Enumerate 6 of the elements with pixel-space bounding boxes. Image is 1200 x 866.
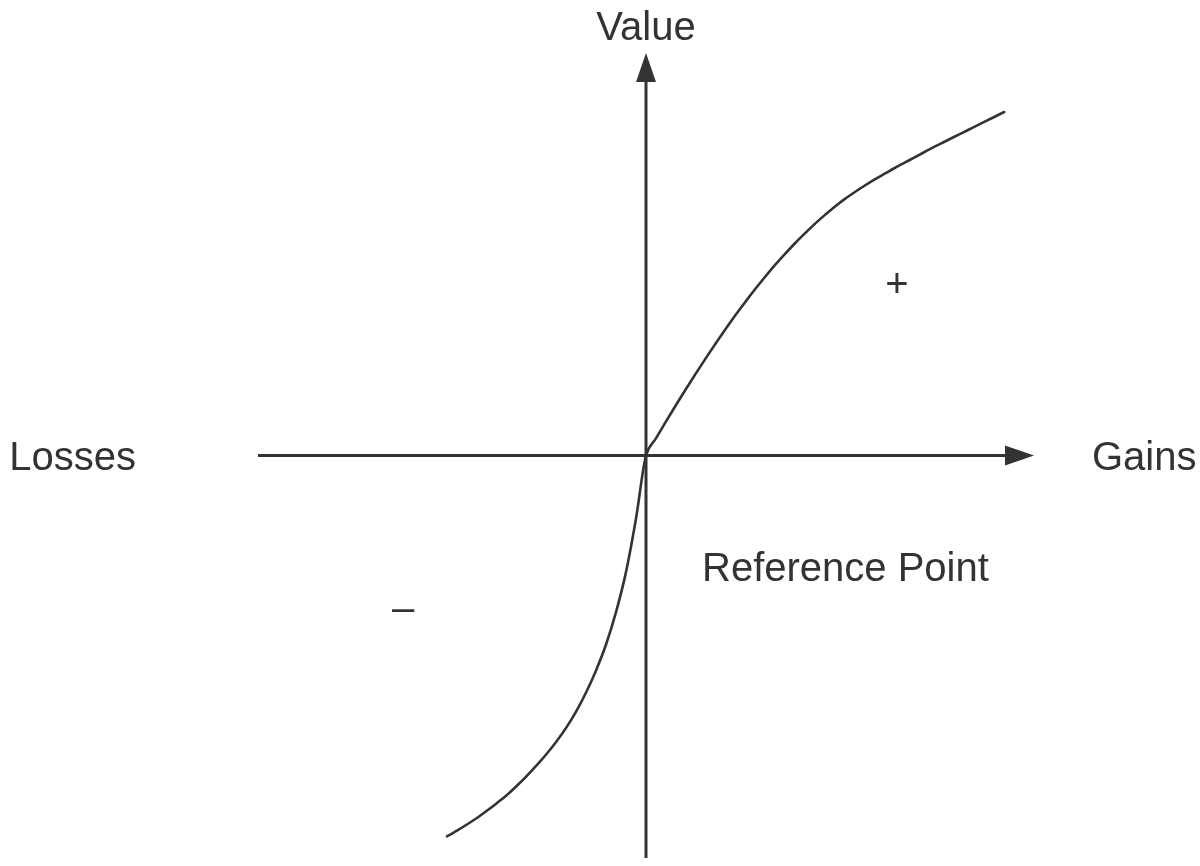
- text: Gains: [1092, 433, 1197, 478]
- annotation: Reference Point: [702, 544, 989, 589]
- annotation: +: [885, 260, 909, 305]
- y-axis-title: Value: [596, 4, 696, 48]
- text: Losses: [9, 433, 136, 478]
- text: –: [391, 584, 415, 629]
